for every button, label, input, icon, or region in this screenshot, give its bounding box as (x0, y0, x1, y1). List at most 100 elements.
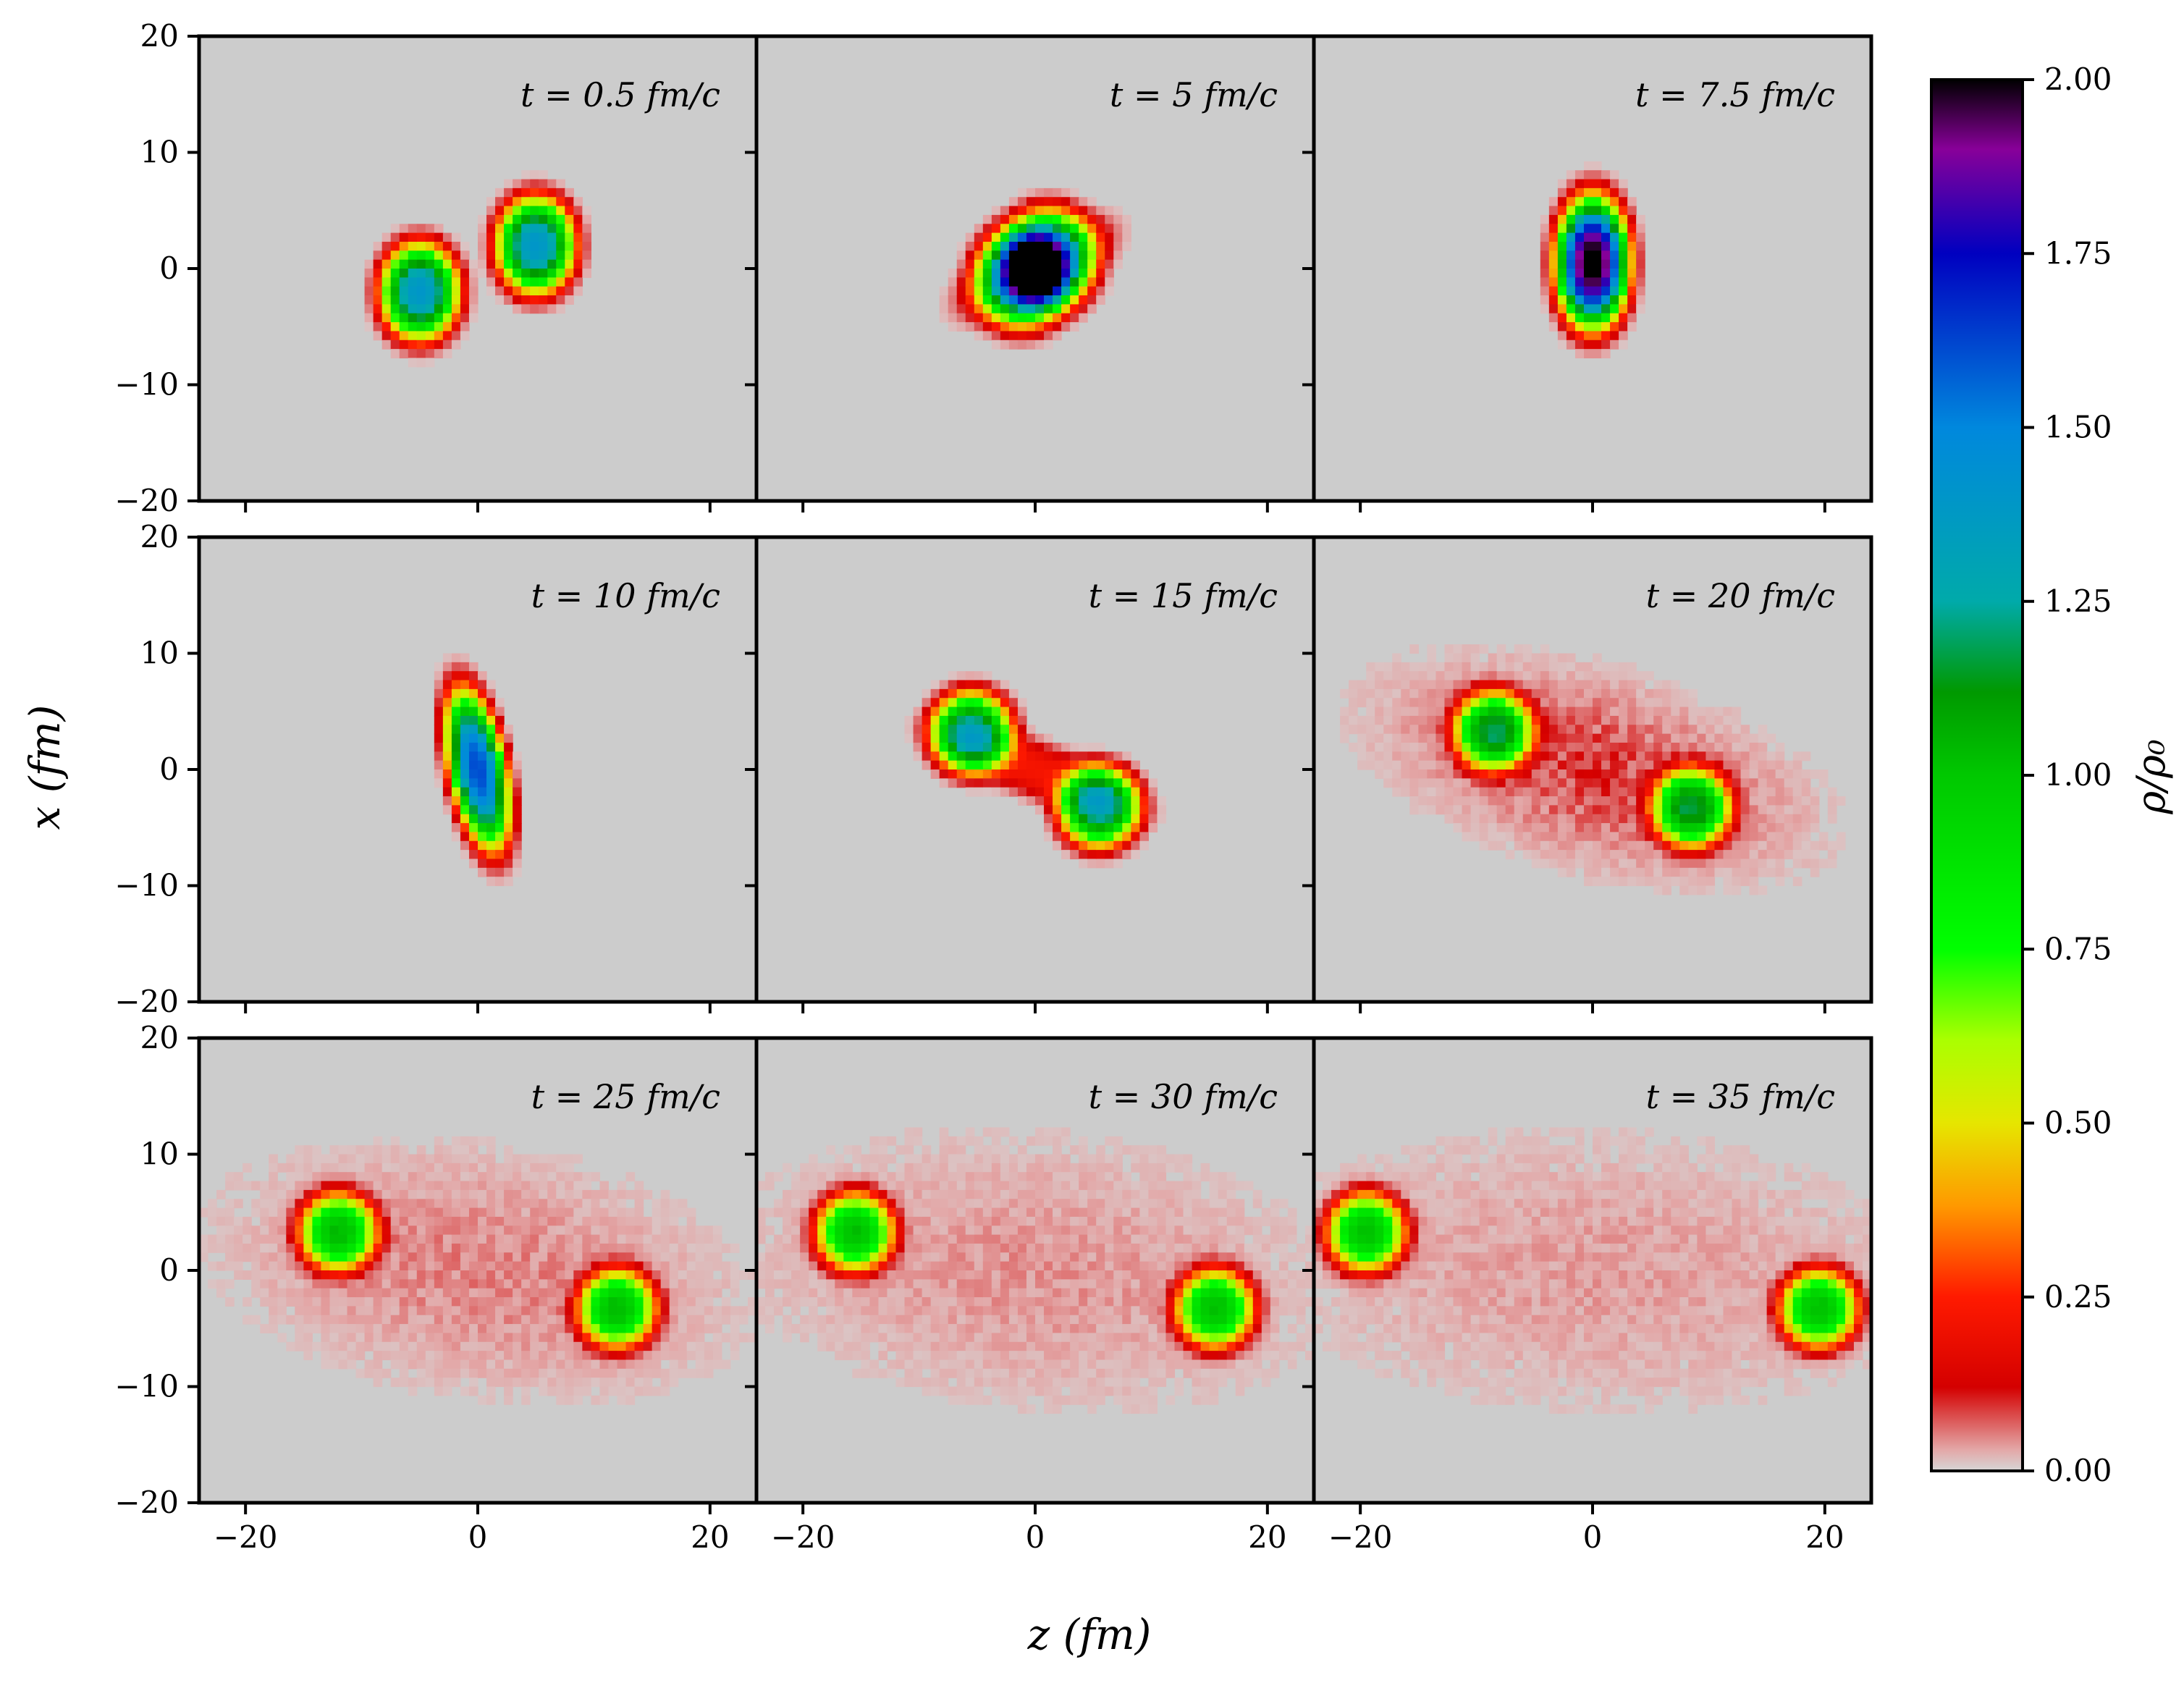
density-cell (530, 1306, 539, 1316)
density-cell (643, 1270, 653, 1280)
density-cell (930, 1207, 940, 1218)
density-cell (495, 725, 505, 735)
density-cell (521, 1315, 531, 1325)
density-cell (1008, 1288, 1019, 1298)
density-cell (1053, 1127, 1062, 1137)
density-cell (260, 1226, 269, 1236)
density-cell (1061, 805, 1071, 815)
density-cell (1610, 339, 1619, 350)
density-cell (1000, 778, 1010, 788)
density-cell (809, 1270, 818, 1280)
density-cell (809, 1181, 818, 1191)
density-cell (1836, 832, 1846, 842)
density-cell (956, 1199, 966, 1209)
density-cell (303, 1181, 313, 1191)
density-cell (1453, 814, 1463, 824)
density-cell (1479, 796, 1489, 806)
density-cell (1636, 304, 1645, 314)
density-cell (208, 1234, 217, 1244)
density-cell (956, 241, 966, 251)
density-cell (1593, 725, 1602, 735)
density-cell (652, 1341, 662, 1351)
density-cell (1801, 850, 1811, 860)
density-cell (208, 1199, 217, 1209)
density-cell (817, 1243, 827, 1253)
density-cell (1008, 1154, 1019, 1164)
density-cell (504, 295, 513, 305)
density-cell (1383, 778, 1393, 788)
density-cell (1801, 814, 1811, 824)
density-cell (1583, 814, 1593, 824)
density-cell (1645, 733, 1654, 743)
density-cell (381, 259, 392, 269)
density-cell (1017, 715, 1027, 725)
density-cell (460, 832, 470, 842)
density-cell (1017, 769, 1027, 779)
density-cell (634, 1226, 644, 1236)
density-cell (686, 1226, 696, 1236)
density-cell (521, 1297, 531, 1307)
density-cell (939, 1127, 949, 1137)
density-cell (408, 1226, 418, 1236)
density-cell (599, 1216, 610, 1226)
density-cell (1070, 823, 1079, 833)
density-cell (1583, 706, 1593, 717)
density-cell (486, 1261, 496, 1271)
density-cell (974, 286, 984, 296)
density-cell (1079, 1234, 1088, 1244)
density-cell (573, 277, 583, 287)
density-cell (277, 1270, 287, 1280)
density-cell (495, 232, 505, 242)
density-cell (1375, 742, 1384, 752)
density-cell (416, 1359, 426, 1370)
density-cell (1601, 796, 1611, 806)
density-cell (634, 1288, 644, 1298)
density-cell (521, 1288, 531, 1298)
density-cell (408, 349, 418, 359)
density-cell (303, 1216, 313, 1226)
density-cell (1070, 259, 1079, 269)
density-cell (1479, 706, 1489, 717)
density-cell (1505, 742, 1515, 752)
density-cell (1548, 751, 1559, 762)
density-cell (1627, 259, 1637, 269)
density-cell (1079, 1279, 1088, 1289)
density-cell (930, 1351, 940, 1361)
density-cell (468, 751, 478, 762)
density-cell (1653, 859, 1663, 869)
density-cell (321, 1359, 331, 1370)
density-cell (565, 1368, 574, 1378)
density-cell (312, 1207, 322, 1218)
density-cell (530, 1297, 539, 1307)
density-cell (1593, 823, 1602, 833)
density-cell (617, 1181, 627, 1191)
density-cell (1061, 1163, 1071, 1173)
density-cell (948, 760, 958, 770)
density-cell (451, 1199, 461, 1209)
density-cell (852, 1252, 861, 1262)
density-cell (1053, 1234, 1062, 1244)
density-cell (1053, 1404, 1062, 1414)
density-cell (416, 1306, 426, 1316)
density-cell (286, 1279, 295, 1289)
density-cell (1548, 796, 1559, 806)
density-cell (1401, 671, 1410, 681)
density-cell (930, 725, 940, 735)
density-cell (373, 1172, 383, 1182)
density-cell (478, 859, 487, 869)
density-cell (338, 1154, 348, 1164)
density-cell (599, 1181, 610, 1191)
density-cell (442, 241, 452, 251)
density-cell (904, 1351, 914, 1361)
density-cell (669, 1378, 679, 1388)
density-cell (1113, 832, 1123, 842)
density-cell (451, 814, 461, 824)
density-cell (295, 1279, 304, 1289)
density-cell (1679, 760, 1689, 770)
density-cell (442, 1351, 452, 1361)
density-cell (1619, 322, 1628, 332)
density-cell (442, 1145, 452, 1155)
density-cell (364, 1270, 374, 1280)
density-cell (504, 733, 513, 743)
density-cell (329, 1243, 340, 1253)
